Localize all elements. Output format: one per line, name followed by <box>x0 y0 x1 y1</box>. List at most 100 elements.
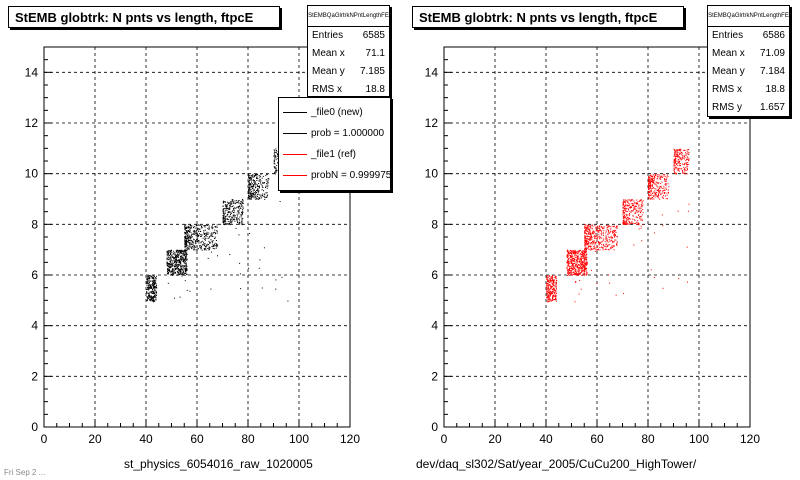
scatter-point <box>585 254 587 256</box>
scatter-point <box>685 154 687 156</box>
scatter-point <box>581 267 583 268</box>
scatter-point <box>229 220 231 222</box>
scatter-point <box>570 258 572 260</box>
scatter-point <box>230 202 231 204</box>
scatter-point <box>623 207 625 209</box>
scatter-point <box>173 297 175 299</box>
scatter-point <box>552 298 554 300</box>
legend-entry: probN = 0.999975 <box>279 165 390 186</box>
scatter-point <box>237 222 239 223</box>
scatter-point <box>198 234 200 236</box>
scatter-point <box>180 260 182 262</box>
scatter-point <box>241 202 243 204</box>
scatter-point <box>147 278 149 280</box>
scatter-point <box>185 254 187 256</box>
y-tick-label: 12 <box>25 116 39 130</box>
scatter-point <box>226 218 228 220</box>
scatter-point <box>198 228 200 230</box>
scatter-point <box>580 267 582 269</box>
scatter-point <box>153 293 155 295</box>
scatter-point <box>555 291 557 293</box>
scatter-point <box>184 232 186 234</box>
scatter-point <box>184 225 186 227</box>
scatter-point <box>236 220 238 222</box>
scatter-point <box>180 271 182 273</box>
scatter-point <box>599 238 601 240</box>
scatter-point <box>255 198 257 200</box>
scatter-point <box>684 157 686 159</box>
scatter-point <box>570 273 572 275</box>
scatter-point <box>675 167 677 169</box>
scatter-point <box>174 256 176 258</box>
scatter-point <box>185 251 187 253</box>
scatter-point <box>180 260 182 262</box>
scatter-point <box>677 151 679 153</box>
scatter-point <box>554 289 556 291</box>
scatter-point <box>185 272 186 274</box>
scatter-point <box>659 190 661 192</box>
scatter-point <box>659 198 661 200</box>
scatter-point <box>174 272 176 274</box>
scatter-band <box>566 249 588 303</box>
scatter-point <box>613 234 615 236</box>
scatter-point <box>624 208 626 210</box>
scatter-point <box>581 267 583 269</box>
scatter-point <box>575 282 577 283</box>
scatter-point <box>577 267 579 269</box>
scatter-point <box>249 179 251 181</box>
scatter-point <box>547 275 548 277</box>
scatter-point <box>238 206 240 207</box>
scatter-band <box>146 275 158 303</box>
scatter-point <box>548 284 550 286</box>
scatter-point <box>590 237 592 239</box>
scatter-point <box>687 157 689 159</box>
scatter-point <box>588 233 590 235</box>
scatter-point <box>584 227 586 228</box>
scatter-point <box>652 182 654 184</box>
scatter-point <box>277 162 279 164</box>
scatter-point <box>208 227 210 229</box>
scatter-point <box>585 274 587 276</box>
scatter-point <box>586 249 587 251</box>
scatter-point <box>241 212 243 214</box>
scatter-point <box>654 190 656 192</box>
scatter-point <box>649 186 651 188</box>
scatter-point <box>581 254 583 256</box>
scatter-point <box>615 294 617 296</box>
scatter-point <box>254 176 256 177</box>
scatter-point <box>241 210 243 212</box>
scatter-point <box>148 288 150 290</box>
scatter-point <box>576 255 578 257</box>
scatter-point <box>570 256 572 258</box>
scatter-point <box>260 194 262 196</box>
scatter-point <box>589 230 591 232</box>
scatter-point <box>607 226 609 228</box>
scatter-point <box>149 291 151 293</box>
scatter-point <box>554 299 556 300</box>
scatter-point <box>182 260 184 262</box>
scatter-point <box>146 298 148 300</box>
scatter-point <box>549 275 551 277</box>
scatter-point <box>214 226 216 228</box>
scatter-point <box>584 264 585 266</box>
scatter-point <box>192 233 194 235</box>
scatter-point <box>586 224 588 226</box>
scatter-point <box>252 188 254 190</box>
scatter-point <box>688 152 690 154</box>
scatter-point <box>167 272 169 273</box>
scatter-point <box>211 233 213 235</box>
scatter-point <box>648 176 650 178</box>
scatter-point <box>586 233 588 235</box>
scatter-point <box>612 232 614 233</box>
scatter-point <box>555 300 557 302</box>
scatter-point <box>189 236 191 238</box>
scatter-point <box>171 274 173 276</box>
scatter-point <box>233 208 235 210</box>
scatter-point <box>583 260 585 262</box>
scatter-point <box>224 201 226 203</box>
scatter-point <box>183 255 185 257</box>
scatter-point <box>237 206 239 207</box>
scatter-point <box>574 272 576 274</box>
y-tick-label: 8 <box>431 217 438 231</box>
